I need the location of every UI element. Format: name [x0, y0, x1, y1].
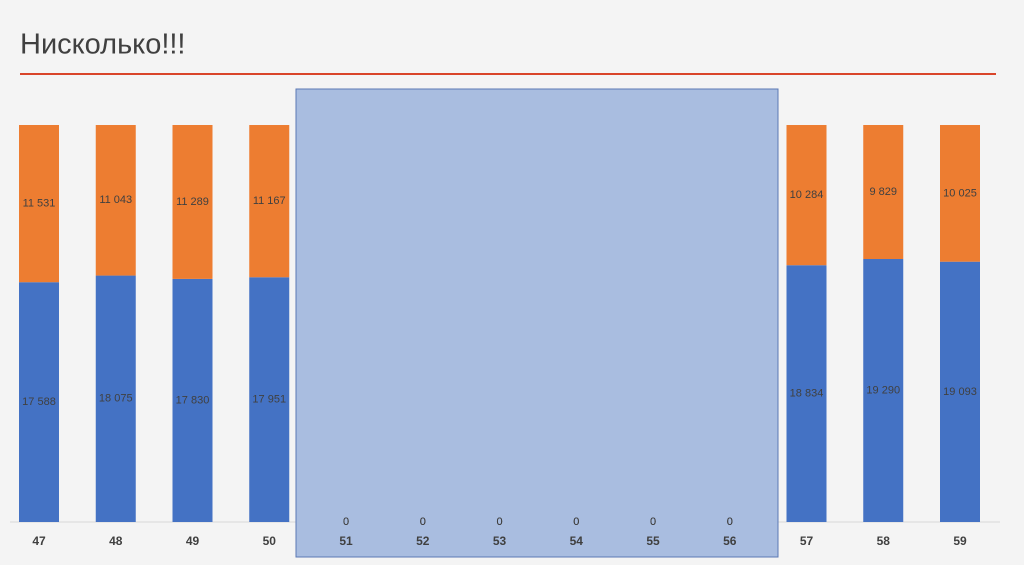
bar-segment — [172, 125, 213, 279]
chart-title: Нисколько!!! — [20, 29, 186, 61]
bar-segment — [95, 275, 136, 522]
x-tick-label: 57 — [800, 534, 814, 548]
value-label: 0 — [420, 516, 426, 528]
x-tick-label: 58 — [877, 534, 891, 548]
value-label: 11 167 — [253, 195, 286, 207]
value-label: 17 588 — [22, 396, 56, 408]
x-tick-label: 49 — [186, 534, 200, 548]
x-tick-label: 52 — [416, 534, 430, 548]
value-label: 0 — [420, 516, 426, 528]
value-label: 17 951 — [252, 394, 286, 406]
bar-segment — [19, 282, 59, 522]
value-label: 11 289 — [176, 196, 209, 208]
x-tick-label: 53 — [493, 534, 507, 548]
x-tick-label: 55 — [646, 534, 660, 548]
x-tick-label: 59 — [953, 534, 967, 548]
value-label: 0 — [727, 516, 733, 528]
value-label: 0 — [727, 516, 733, 528]
value-label: 0 — [573, 516, 579, 528]
value-label: 10 284 — [790, 189, 824, 201]
bar-segment — [940, 125, 980, 262]
bar-segment — [863, 125, 904, 260]
x-tick-label: 47 — [32, 534, 46, 548]
value-label: 0 — [650, 516, 656, 528]
x-tick-label: 54 — [570, 534, 584, 548]
value-label: 9 829 — [869, 186, 897, 198]
value-label: 0 — [496, 516, 502, 528]
value-label: 0 — [496, 516, 502, 528]
bar-segment — [172, 278, 213, 522]
bar-segment — [249, 277, 290, 522]
highlight-box — [295, 88, 779, 558]
bar-segment — [786, 125, 827, 266]
x-tick-label: 48 — [109, 534, 123, 548]
x-tick-label: 50 — [263, 534, 277, 548]
bar-segment — [786, 265, 827, 522]
value-label: 18 834 — [790, 388, 824, 400]
x-tick-label: 56 — [723, 534, 737, 548]
value-label: 0 — [573, 516, 579, 528]
bar-segment — [19, 125, 59, 283]
bar-segment — [940, 261, 980, 522]
value-label: 19 093 — [943, 386, 977, 398]
bar-segment — [863, 259, 904, 522]
value-label: 11 043 — [99, 194, 132, 206]
value-label: 11 531 — [23, 198, 56, 210]
value-label: 0 — [650, 516, 656, 528]
value-label: 19 290 — [866, 384, 900, 396]
bar-segment — [95, 125, 136, 276]
value-label: 17 830 — [176, 394, 210, 406]
value-label: 0 — [343, 516, 349, 528]
bar-segment — [249, 125, 290, 278]
value-label: 10 025 — [943, 187, 977, 199]
value-label: 18 075 — [99, 393, 133, 405]
x-tick-label: 51 — [339, 534, 353, 548]
value-label: 0 — [343, 516, 349, 528]
